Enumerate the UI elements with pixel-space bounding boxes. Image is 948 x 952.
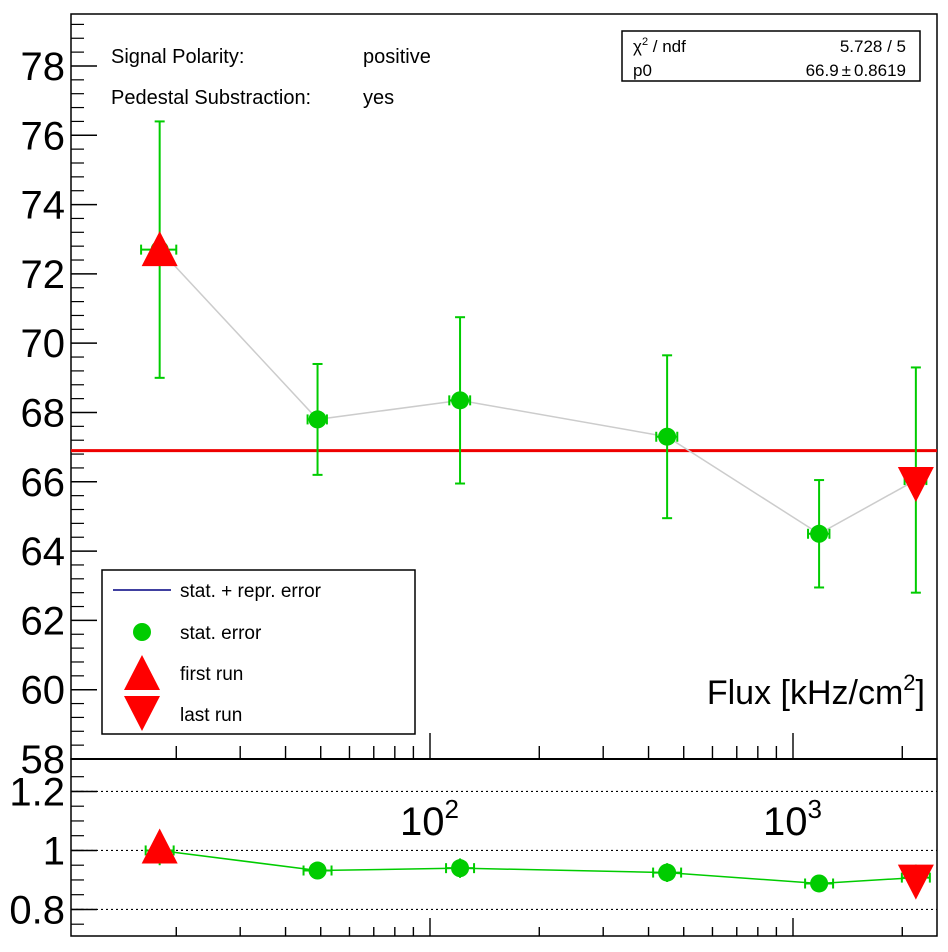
fit-stats-box: χ2 / ndf 5.728 / 5 p0 66.9 ±0.8619: [621, 30, 921, 82]
legend-last-run: last run: [180, 705, 242, 726]
x-axis-title: Flux [kHz/cm2]: [707, 670, 925, 712]
run-info: Signal Polarity: positive Pedestal Subst…: [111, 46, 431, 109]
ratio-series-line: [159, 849, 916, 885]
y-tick-label: 58: [21, 738, 66, 782]
y-tick-label: 70: [21, 322, 66, 366]
main-x-axis: [175, 733, 903, 936]
ratio-point-2: [302, 861, 333, 880]
ratio-marker: [658, 863, 677, 882]
ratio-y-axis: 0.8 1 1.2: [9, 770, 97, 932]
x-tick-label: 103: [763, 794, 822, 844]
first-run-marker: [141, 231, 178, 267]
y-tick-label: 76: [21, 114, 66, 158]
main-data-points: [140, 120, 934, 594]
data-marker: [658, 427, 677, 446]
legend-up-triangle-swatch: [124, 655, 160, 690]
last-run-marker: [897, 467, 934, 503]
ratio-panel-frame: [70, 758, 938, 937]
ratio-marker: [810, 874, 829, 893]
chi2-value: 5.728 / 5: [840, 37, 906, 56]
main-y-axis: 58 60 62 64 66 68 70 72 74 76 78: [21, 23, 97, 782]
ratio-point-5: [804, 874, 835, 893]
ratio-marker: [308, 861, 327, 880]
y-tick-label: 60: [21, 669, 66, 713]
ratio-x-axis-labels: 102 103: [400, 794, 822, 844]
ratio-point-3: [445, 858, 476, 878]
y-tick-label: 78: [21, 45, 66, 89]
polarity-label: Signal Polarity:: [111, 46, 244, 68]
legend-stat: stat. error: [180, 623, 262, 644]
x-tick-label: 102: [400, 794, 459, 844]
ratio-first-run-marker: [141, 828, 178, 864]
legend-circle-swatch: [133, 623, 151, 641]
y-tick-label: 66: [21, 461, 66, 505]
pedestal-value: yes: [363, 87, 394, 109]
pedestal-label: Pedestal Substraction:: [111, 87, 311, 109]
legend: stat. + repr. error stat. error first ru…: [101, 569, 416, 735]
ratio-point-4: [652, 863, 683, 883]
y-tick-label: 72: [21, 253, 66, 297]
legend-first-run: first run: [180, 664, 243, 685]
polarity-value: positive: [363, 46, 431, 68]
data-point-4: [655, 354, 679, 520]
chi2-label: χ2 / ndf: [633, 36, 686, 56]
data-marker: [451, 391, 470, 410]
data-point-3: [448, 316, 472, 485]
series-connector-line: [159, 249, 917, 535]
ratio-gridlines: [71, 790, 937, 911]
fit-stats-frame: [621, 30, 921, 82]
legend-stat-repr: stat. + repr. error: [180, 581, 322, 602]
ratio-y-tick-label: 1.2: [9, 770, 65, 814]
ratio-y-tick-label: 1: [43, 829, 65, 873]
y-tick-label: 74: [21, 184, 66, 228]
data-point-5: [807, 479, 831, 589]
data-point-2: [306, 362, 328, 476]
data-marker: [308, 410, 327, 429]
y-tick-label: 64: [21, 530, 66, 574]
p0-label: p0: [633, 61, 652, 80]
data-marker: [810, 524, 829, 543]
p0-value: 66.9 ±0.8619: [806, 61, 906, 80]
ratio-data-points: [141, 828, 934, 900]
ratio-y-tick-label: 0.8: [9, 888, 65, 932]
y-tick-label: 68: [21, 391, 66, 435]
ratio-last-run-marker: [897, 864, 934, 900]
ratio-marker: [451, 859, 470, 878]
y-tick-label: 62: [21, 599, 66, 643]
legend-down-triangle-swatch: [124, 696, 160, 731]
